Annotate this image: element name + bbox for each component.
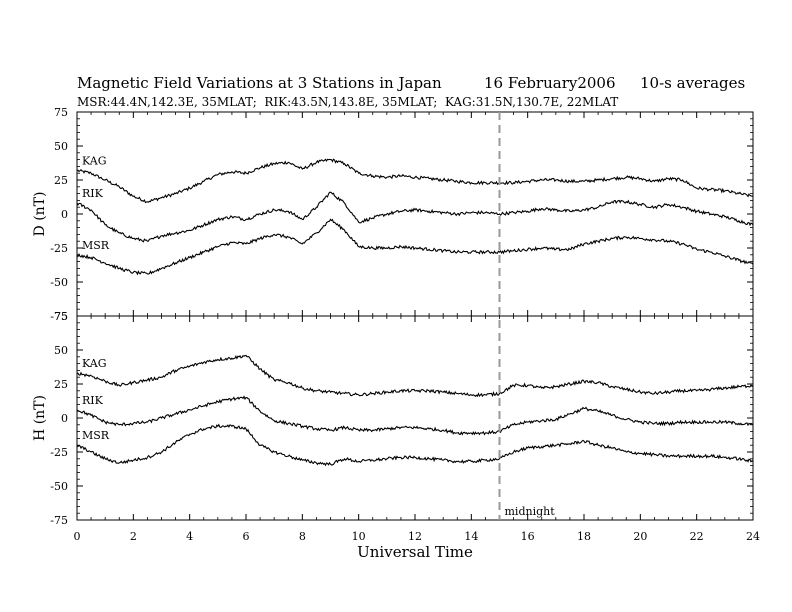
- y-tick-label: -25: [50, 242, 68, 255]
- y-tick-label: 75: [54, 106, 68, 119]
- chart-averaging: 10-s averages: [640, 74, 745, 92]
- x-tick-label: 22: [690, 530, 704, 543]
- panel-1: 75 50 25 0 -25 -50 -75 H (nT) KAG RIK MSR: [32, 310, 754, 527]
- series-label-msr: MSR: [82, 429, 110, 442]
- series-label-rik: RIK: [82, 394, 104, 407]
- chart-title: Magnetic Field Variations at 3 Stations …: [77, 74, 442, 92]
- series-line-msr: [76, 218, 754, 276]
- y-tick-label: -75: [50, 310, 68, 323]
- chart-date: 16 February2006: [484, 74, 616, 92]
- y-tick-label: -50: [50, 276, 68, 289]
- y-tick-label: 25: [54, 378, 68, 391]
- chart-panels: 75 50 25 0 -25 -50 -75 D (nT) KAG RIK MSR 75 50 25 0 -2…: [32, 106, 760, 543]
- series-label-msr: MSR: [82, 239, 110, 252]
- y-axis-label: D (nT): [32, 192, 48, 237]
- y-tick-label: 0: [61, 412, 68, 425]
- y-tick-label: 75: [54, 310, 68, 323]
- y-tick-label: -50: [50, 480, 68, 493]
- series-line-kag: [76, 354, 754, 398]
- x-tick-label: 2: [130, 530, 137, 543]
- x-tick-label: 12: [408, 530, 422, 543]
- series-label-kag: KAG: [82, 154, 107, 167]
- x-tick-label: 18: [577, 530, 591, 543]
- series-label-rik: RIK: [82, 187, 104, 200]
- x-axis-label: Universal Time: [357, 543, 473, 561]
- panel-frame: [76, 111, 754, 317]
- x-tick-label: 0: [74, 530, 81, 543]
- midnight-label: midnight: [505, 505, 556, 518]
- panel-0: 75 50 25 0 -25 -50 -75 D (nT) KAG RIK MSR: [32, 106, 754, 323]
- x-tick-label: 24: [746, 530, 760, 543]
- x-tick-label: 6: [243, 530, 250, 543]
- y-tick-label: -25: [50, 446, 68, 459]
- y-tick-label: -75: [50, 514, 68, 527]
- station-coordinates: MSR:44.4N,142.3E, 35MLAT; RIK:43.5N,143.…: [77, 95, 618, 109]
- x-tick-label: 10: [352, 530, 366, 543]
- series-line-rik: [76, 395, 754, 436]
- x-tick-label: 8: [299, 530, 306, 543]
- x-tick-label: 14: [464, 530, 478, 543]
- series-line-msr: [76, 423, 754, 467]
- y-tick-label: 50: [54, 344, 68, 357]
- panel-frame: [76, 315, 754, 521]
- series-line-kag: [76, 158, 754, 204]
- y-axis-label: H (nT): [32, 395, 48, 441]
- x-tick-label: 20: [633, 530, 647, 543]
- series-line-rik: [76, 191, 754, 243]
- y-tick-label: 50: [54, 140, 68, 153]
- x-tick-label: 4: [186, 530, 193, 543]
- y-tick-label: 25: [54, 174, 68, 187]
- x-tick-label: 16: [521, 530, 535, 543]
- y-tick-label: 0: [61, 208, 68, 221]
- series-label-kag: KAG: [82, 357, 107, 370]
